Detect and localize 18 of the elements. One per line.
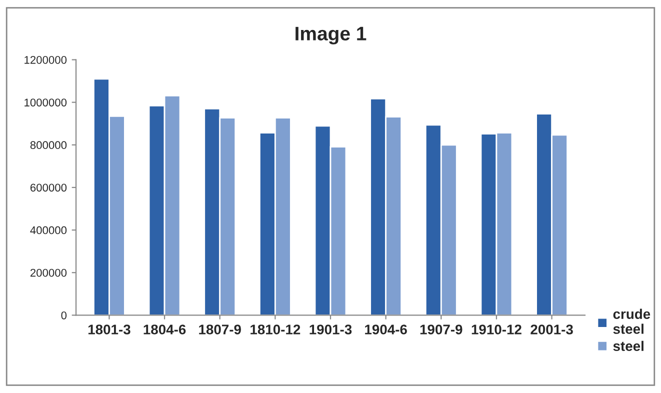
y-tick-label: 1000000 bbox=[24, 98, 67, 106]
x-tick-label: 1904-6 bbox=[365, 324, 407, 334]
x-tick-label: 1910-12 bbox=[472, 324, 522, 334]
x-tick-label: 1804-6 bbox=[144, 324, 186, 334]
x-tick-label: 1901-3 bbox=[310, 324, 352, 334]
x-tick-label: 1810-12 bbox=[250, 324, 300, 334]
chart-title: Image 1 bbox=[296, 26, 366, 44]
x-tick-label: 1907-9 bbox=[420, 324, 462, 334]
y-tick-label: 0 bbox=[61, 311, 67, 320]
y-tick-label: 1200000 bbox=[24, 56, 67, 64]
x-tick-label: 1801-3 bbox=[88, 324, 130, 334]
y-tick-label: 800000 bbox=[30, 141, 67, 150]
y-tick-label: 600000 bbox=[30, 184, 67, 192]
y-tick-label: 200000 bbox=[30, 268, 67, 277]
legend-label: steel bbox=[613, 340, 644, 352]
y-tick-label: 400000 bbox=[30, 226, 67, 234]
x-tick-label: 2001-3 bbox=[530, 324, 573, 334]
x-tick-label: 1807-9 bbox=[199, 324, 241, 334]
